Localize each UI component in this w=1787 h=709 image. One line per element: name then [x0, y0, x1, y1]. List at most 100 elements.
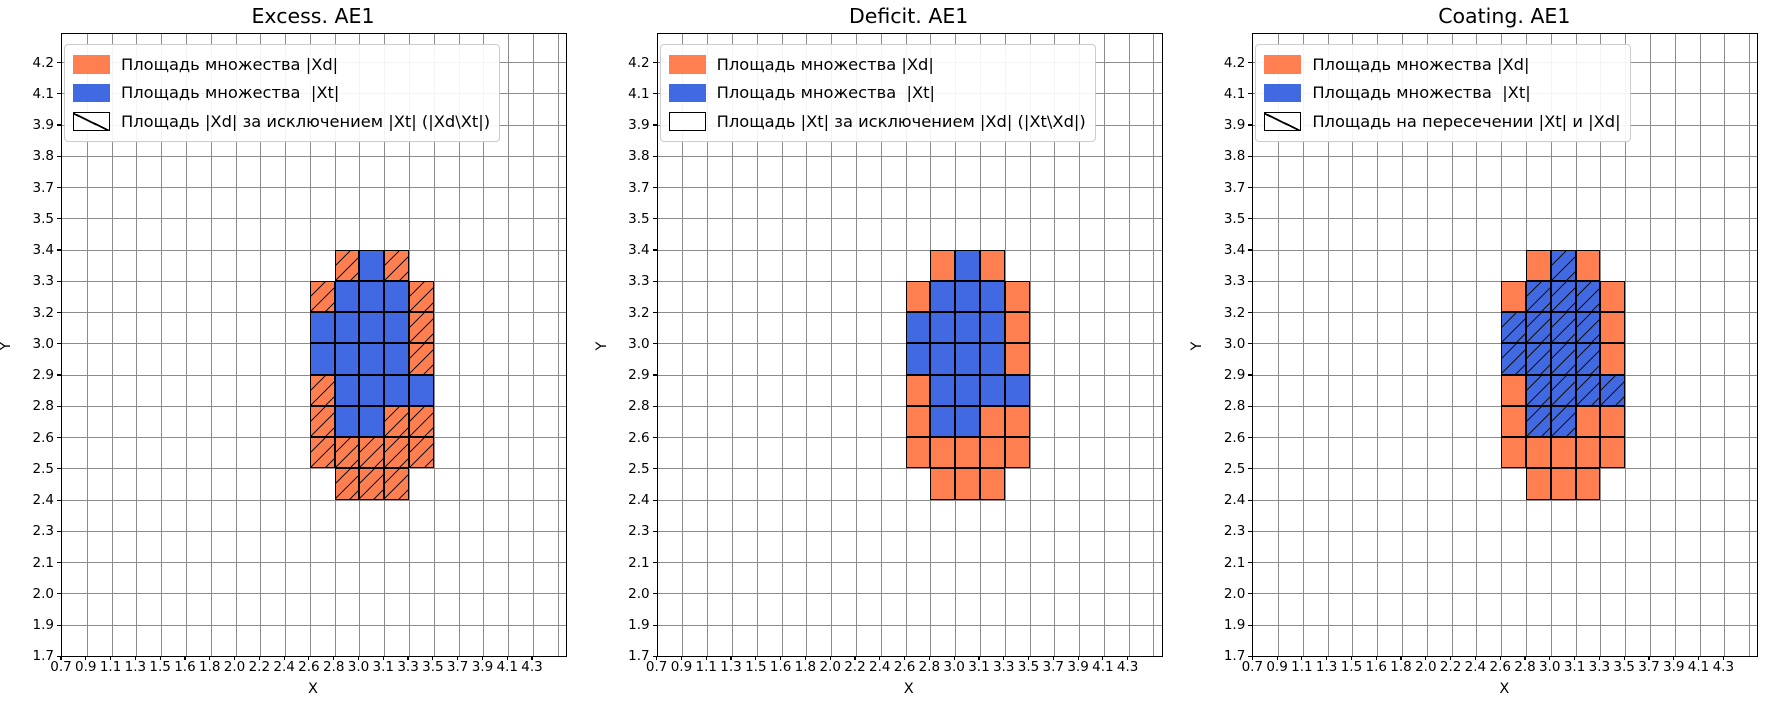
y-tick-label: 3.0	[628, 335, 650, 352]
legend-item-label: Площадь множества |Xt|	[716, 83, 936, 103]
y-tick-mark	[1248, 499, 1253, 501]
y-tick-mark	[57, 124, 61, 126]
cell-xd	[1004, 437, 1030, 469]
cell-xd	[1004, 405, 1030, 438]
y-axis-label: Y	[1189, 341, 1206, 351]
x-tick-mark	[184, 656, 186, 661]
x-tick-mark	[134, 656, 136, 661]
cell-xt	[930, 405, 956, 438]
y-tick-label: 2.6	[628, 429, 650, 446]
x-tick-mark	[1326, 656, 1328, 661]
y-tick-label: 3.4	[628, 242, 650, 259]
gridline	[1724, 34, 1726, 656]
y-tick-mark	[57, 155, 61, 157]
y-tick-mark	[1248, 343, 1253, 345]
legend: Площадь множества |Xd| Площадь множества …	[1255, 44, 1631, 142]
x-tick-mark	[953, 656, 955, 661]
x-tick-mark	[1623, 656, 1625, 661]
cell-xt	[930, 312, 956, 344]
cell-xd	[1575, 249, 1601, 281]
legend-item-label: Площадь множества |Xt|	[1312, 83, 1531, 103]
y-tick-label: 2.3	[32, 523, 54, 540]
cell-xd	[1600, 312, 1626, 344]
x-tick-mark	[879, 656, 881, 661]
cell-xd	[359, 437, 385, 469]
x-tick-mark	[457, 656, 459, 661]
y-tick-label: 3.8	[1223, 148, 1246, 165]
y-tick-label: 3.7	[32, 179, 54, 196]
cell-xd	[409, 312, 434, 344]
gridline	[1153, 34, 1155, 656]
x-tick-mark	[1350, 656, 1353, 661]
gridline	[62, 155, 566, 157]
y-tick-label: 2.1	[32, 554, 54, 571]
cell-xd	[1004, 280, 1030, 313]
gridline	[1674, 34, 1676, 656]
x-tick-mark	[1077, 656, 1079, 661]
y-tick-mark	[652, 655, 657, 657]
y-tick-mark	[57, 468, 61, 470]
hatch-swatch	[1264, 112, 1302, 131]
cell-xt	[1526, 312, 1551, 344]
cell-xd	[905, 280, 931, 313]
y-tick-label: 4.2	[628, 54, 650, 71]
cell-xd	[1550, 437, 1576, 469]
gridline	[657, 218, 1162, 220]
y-tick-label: 2.9	[32, 367, 54, 384]
x-tick-label: 3.7	[1042, 659, 1065, 675]
cell-xt	[309, 312, 335, 344]
y-tick-mark	[1248, 593, 1253, 595]
cell-xt	[930, 374, 956, 406]
y-tick-label: 2.8	[32, 398, 54, 415]
cell-xt	[359, 312, 385, 344]
x-tick-label: 3.3	[397, 659, 419, 675]
cell-xt	[384, 312, 410, 344]
gridline	[1253, 468, 1758, 470]
x-tick-label: 3.0	[347, 659, 370, 675]
gridline	[1253, 624, 1758, 626]
cell-xt	[359, 374, 385, 406]
gridline	[111, 34, 113, 656]
y-tick-mark	[1248, 437, 1253, 439]
legend-item-label: Площадь множества |Xd|	[121, 54, 339, 74]
y-tick-label: 3.5	[32, 210, 54, 227]
y-tick-label: 3.9	[32, 117, 54, 134]
y-tick-mark	[1248, 530, 1253, 532]
gridline	[210, 34, 212, 656]
x-tick-label: 1.1	[1291, 659, 1313, 675]
y-tick-mark	[652, 93, 657, 95]
cell-xt	[955, 312, 980, 344]
x-tick-label: 2.6	[1489, 659, 1511, 675]
x-tick-label: 3.0	[943, 659, 965, 675]
gridline	[458, 34, 460, 656]
y-tick-label: 2.3	[628, 523, 650, 540]
cell-xd	[409, 280, 434, 313]
x-tick-mark	[1425, 656, 1427, 661]
x-tick-label: 4.1	[1687, 659, 1710, 675]
y-tick-mark	[652, 124, 657, 126]
x-axis-label: X	[1499, 681, 1510, 697]
y-tick-label: 2.0	[1223, 585, 1246, 602]
y-tick-label: 3.3	[628, 273, 650, 290]
cell-xt	[1550, 374, 1576, 406]
y-tick-label: 4.2	[1223, 54, 1246, 71]
x-tick-label: 4.1	[1092, 659, 1114, 675]
gridline	[1054, 34, 1056, 656]
gridline	[86, 34, 88, 656]
x-tick-label: 2.4	[1464, 659, 1487, 675]
y-tick-label: 1.7	[1223, 648, 1246, 665]
y-tick-label: 2.1	[1223, 554, 1246, 571]
x-tick-mark	[1697, 656, 1700, 661]
cell-xt	[1501, 312, 1526, 344]
cell-xd	[979, 405, 1005, 438]
cell-xt	[1501, 343, 1526, 375]
xt-color-swatch	[668, 83, 706, 102]
gridline	[1253, 530, 1758, 532]
cell-xt	[334, 405, 360, 438]
legend-item: Площадь множества |Xd|	[668, 50, 1086, 79]
legend-item: Площадь множества |Xt|	[1264, 79, 1620, 108]
cell-xd	[334, 249, 360, 281]
y-tick-mark	[1248, 311, 1253, 314]
legend-item-label: Площадь |Xt| за исключением |Xd| (|Xt\Xd…	[716, 111, 1086, 131]
y-tick-label: 1.9	[628, 617, 650, 634]
